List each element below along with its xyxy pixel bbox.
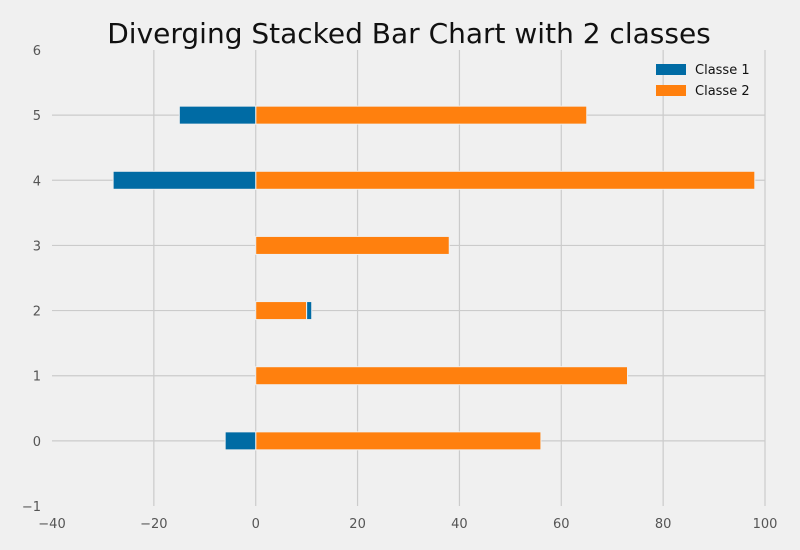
x-tick-label: −20 — [140, 517, 167, 532]
legend: Classe 1 Classe 2 — [656, 63, 750, 99]
y-tick-label: 3 — [33, 239, 41, 254]
x-tick-label: 80 — [655, 517, 672, 532]
y-tick-label: 5 — [33, 109, 41, 124]
legend-label: Classe 1 — [695, 63, 750, 78]
bar-classe-2 — [255, 301, 308, 321]
y-tick-label: 1 — [33, 370, 41, 385]
bar-classe-2 — [255, 366, 628, 386]
x-tick-label: 0 — [252, 517, 260, 532]
legend-swatch — [656, 64, 686, 75]
bar-classe-2 — [255, 105, 588, 125]
bar-classe-1 — [306, 301, 313, 321]
y-tick-label: 2 — [33, 305, 41, 320]
y-tick-label: 4 — [33, 174, 41, 189]
bar-classe-1 — [112, 170, 257, 190]
y-tick-label: 6 — [33, 44, 41, 59]
x-tick-label: 100 — [753, 517, 778, 532]
x-tick-label: −40 — [38, 517, 65, 532]
bar-classe-2 — [255, 235, 450, 255]
legend-label: Classe 2 — [695, 84, 750, 99]
bar-classe-1 — [224, 431, 257, 451]
y-tick-label: −1 — [22, 500, 41, 515]
legend-swatch — [656, 85, 686, 96]
y-tick-label: 0 — [33, 435, 41, 450]
x-tick-label: 60 — [553, 517, 570, 532]
x-tick-label: 40 — [451, 517, 468, 532]
bars — [112, 105, 756, 451]
tick-labels: −40 −20 0 20 40 60 80 100 −1 0 1 2 3 4 5 6 — [22, 44, 778, 532]
chart-title: Diverging Stacked Bar Chart with 2 class… — [107, 17, 711, 50]
x-tick-label: 20 — [349, 517, 366, 532]
bar-classe-2 — [255, 431, 542, 451]
bar-classe-1 — [178, 105, 257, 125]
bar-classe-2 — [255, 170, 756, 190]
